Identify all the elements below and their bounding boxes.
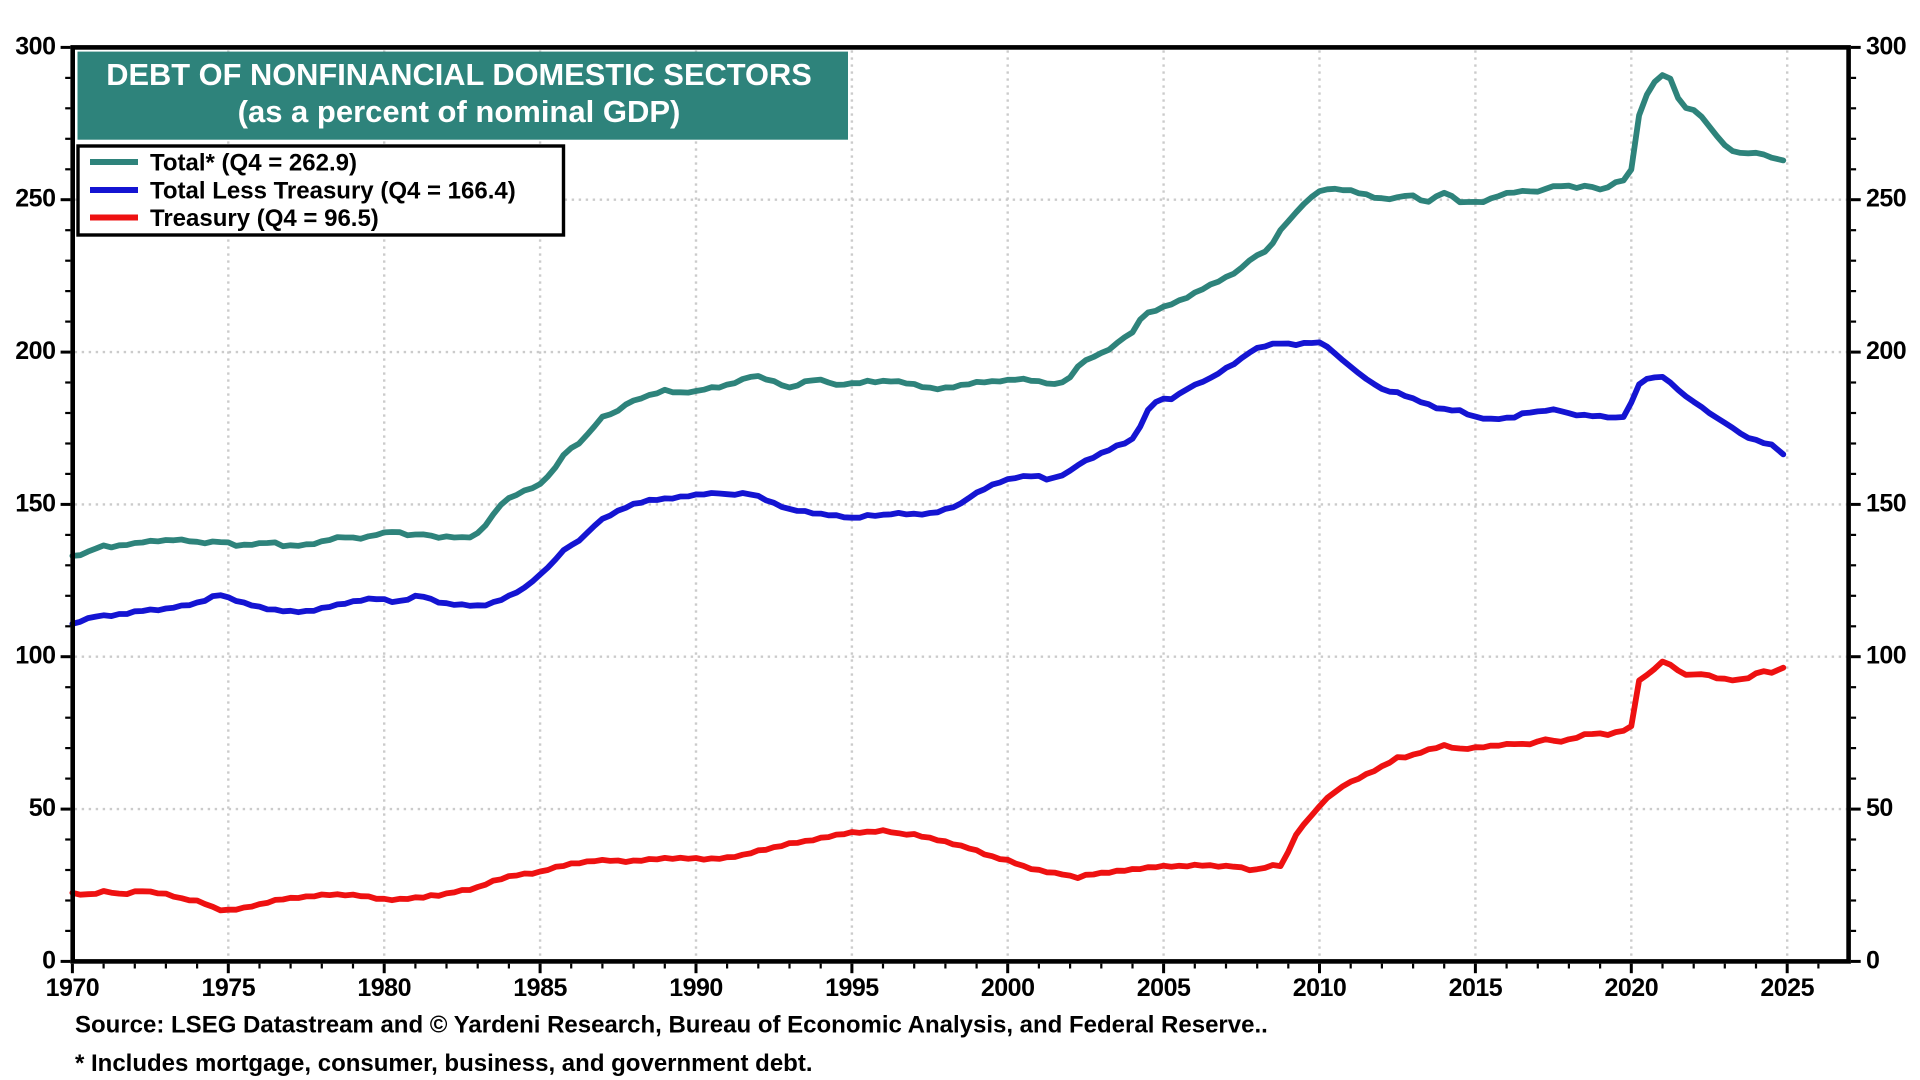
svg-text:250: 250 [1866, 185, 1906, 213]
svg-text:50: 50 [29, 794, 56, 822]
svg-text:2025: 2025 [1760, 974, 1814, 1002]
svg-text:250: 250 [15, 185, 55, 213]
svg-text:1990: 1990 [669, 974, 723, 1002]
svg-text:150: 150 [1866, 489, 1906, 517]
svg-text:1980: 1980 [357, 974, 411, 1002]
svg-text:100: 100 [1866, 642, 1906, 670]
svg-text:100: 100 [15, 642, 55, 670]
svg-text:2000: 2000 [981, 974, 1035, 1002]
svg-text:200: 200 [15, 337, 55, 365]
svg-text:Source: LSEG Datastream and ©: Source: LSEG Datastream and © Yardeni Re… [75, 1012, 1268, 1039]
svg-text:0: 0 [1866, 946, 1879, 974]
svg-text:2020: 2020 [1604, 974, 1658, 1002]
svg-text:DEBT OF NONFINANCIAL DOMESTIC: DEBT OF NONFINANCIAL DOMESTIC SECTORS [106, 57, 812, 92]
svg-text:200: 200 [1866, 337, 1906, 365]
svg-text:0: 0 [42, 946, 55, 974]
svg-text:Total* (Q4 = 262.9): Total* (Q4 = 262.9) [150, 150, 357, 177]
svg-text:1995: 1995 [825, 974, 879, 1002]
svg-text:Treasury (Q4 = 96.5): Treasury (Q4 = 96.5) [150, 205, 379, 232]
svg-text:2005: 2005 [1137, 974, 1191, 1002]
svg-text:* Includes mortgage, consumer,: * Includes mortgage, consumer, business,… [75, 1050, 813, 1077]
svg-text:(as a percent of nominal GDP): (as a percent of nominal GDP) [238, 94, 681, 129]
svg-text:300: 300 [1866, 32, 1906, 60]
svg-text:300: 300 [15, 32, 55, 60]
svg-text:2015: 2015 [1449, 974, 1503, 1002]
svg-text:150: 150 [15, 489, 55, 517]
svg-text:50: 50 [1866, 794, 1893, 822]
svg-text:2010: 2010 [1293, 974, 1347, 1002]
svg-text:1975: 1975 [201, 974, 255, 1002]
svg-text:Total Less Treasury (Q4 = 166.: Total Less Treasury (Q4 = 166.4) [150, 178, 516, 205]
svg-text:1985: 1985 [513, 974, 567, 1002]
svg-text:1970: 1970 [46, 974, 100, 1002]
